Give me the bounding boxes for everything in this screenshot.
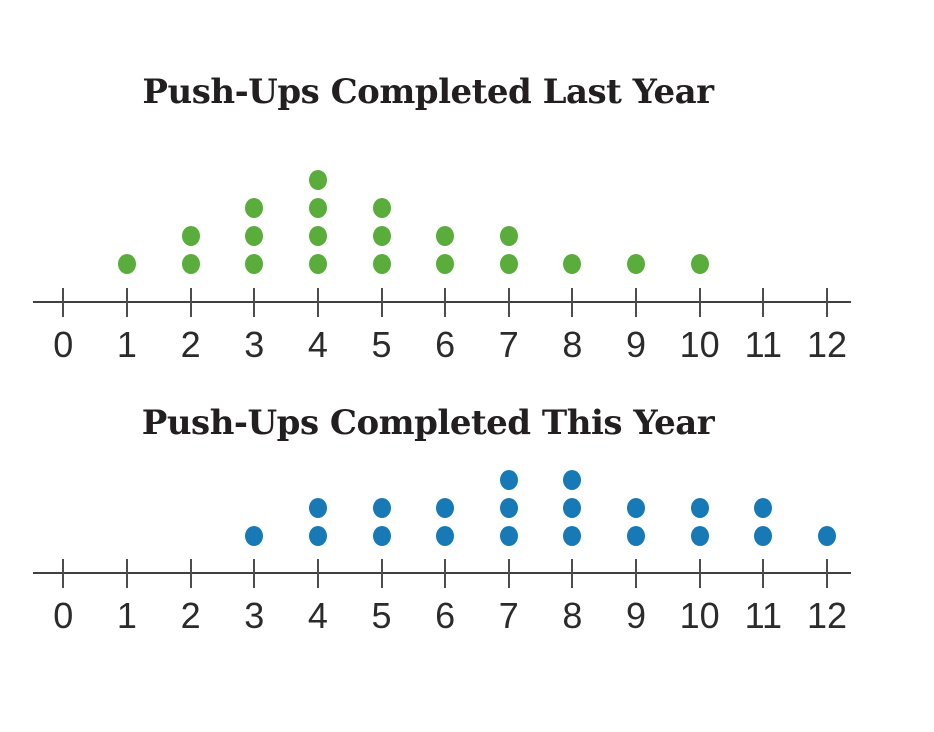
axis-tick-label: 12 [806, 595, 847, 636]
chart-title-this-year: Push-Ups Completed This Year [141, 403, 715, 443]
axis-tick [316, 287, 319, 317]
axis-tick-label: 11 [744, 324, 783, 365]
axis-tick-label: 5 [371, 595, 392, 636]
axis-tick [189, 287, 192, 317]
axis-tick [62, 558, 65, 588]
data-dot [499, 526, 518, 546]
axis-tick [380, 558, 383, 588]
axis-tick [571, 287, 574, 317]
axis-tick [635, 558, 638, 588]
data-dot [690, 254, 709, 274]
data-dot [436, 526, 455, 546]
axis-tick [62, 287, 65, 317]
axis-tick [189, 558, 192, 588]
axis-tick-label: 7 [498, 324, 519, 365]
axis-tick [316, 558, 319, 588]
chart-title-last-year: Push-Ups Completed Last Year [142, 72, 714, 112]
data-dot [308, 170, 327, 190]
data-dot [754, 526, 773, 546]
axis-line [33, 301, 851, 303]
data-dot [563, 526, 582, 546]
axis-tick [507, 287, 510, 317]
axis-tick [444, 287, 447, 317]
axis-tick-label: 5 [371, 324, 392, 365]
data-dot [308, 498, 327, 518]
data-dot [436, 498, 455, 518]
data-dot [499, 254, 518, 274]
data-dot [181, 226, 200, 246]
axis-tick [825, 287, 828, 317]
data-dot [372, 198, 391, 218]
data-dot [245, 198, 264, 218]
axis-tick-label: 1 [116, 595, 137, 636]
axis-tick [253, 558, 256, 588]
axis-tick-label: 6 [435, 595, 456, 636]
axis-tick-label: 9 [626, 324, 647, 365]
axis-tick-label: 2 [180, 595, 201, 636]
axis-line [33, 572, 851, 574]
data-dot [308, 526, 327, 546]
data-dot [308, 226, 327, 246]
data-dot [690, 526, 709, 546]
axis-tick-label: 9 [626, 595, 647, 636]
data-dot [499, 498, 518, 518]
axis-tick-label: 10 [679, 324, 720, 365]
axis-tick [762, 287, 765, 317]
axis-tick-label: 0 [53, 595, 74, 636]
axis-tick-label: 2 [180, 324, 201, 365]
data-dot [817, 526, 836, 546]
data-dot [754, 498, 773, 518]
axis-tick [444, 558, 447, 588]
data-dot [245, 254, 264, 274]
axis-tick [253, 287, 256, 317]
axis-tick-label: 11 [744, 595, 783, 636]
data-dot [690, 498, 709, 518]
axis-tick-label: 3 [244, 595, 265, 636]
axis-tick-label: 6 [435, 324, 456, 365]
data-dot [627, 526, 646, 546]
data-dot [308, 198, 327, 218]
data-dot [436, 254, 455, 274]
data-dot [372, 526, 391, 546]
data-dot [627, 254, 646, 274]
axis-tick-label: 0 [53, 324, 74, 365]
data-dot [627, 498, 646, 518]
axis-tick [507, 558, 510, 588]
axis-tick-label: 7 [498, 595, 519, 636]
data-dot [563, 254, 582, 274]
data-dot [372, 254, 391, 274]
axis-tick-label: 4 [307, 324, 328, 365]
data-dot [308, 254, 327, 274]
axis-tick [825, 558, 828, 588]
axis-tick [125, 558, 128, 588]
axis-tick-label: 4 [307, 595, 328, 636]
data-dot [436, 226, 455, 246]
axis-tick [698, 558, 701, 588]
axis-tick [762, 558, 765, 588]
axis-tick-label: 8 [562, 595, 583, 636]
data-dot [181, 254, 200, 274]
axis-tick [698, 287, 701, 317]
axis-tick [571, 558, 574, 588]
data-dot [245, 226, 264, 246]
data-dot [499, 470, 518, 490]
data-dot [499, 226, 518, 246]
data-dot [563, 470, 582, 490]
axis-tick [125, 287, 128, 317]
data-dot [563, 498, 582, 518]
data-dot [372, 498, 391, 518]
data-dot [245, 526, 264, 546]
axis-tick [380, 287, 383, 317]
data-dot [372, 226, 391, 246]
axis-tick-label: 1 [116, 324, 137, 365]
axis-tick [635, 287, 638, 317]
axis-tick-label: 8 [562, 324, 583, 365]
axis-tick-label: 3 [244, 324, 265, 365]
axis-tick-label: 12 [806, 324, 847, 365]
axis-tick-label: 10 [679, 595, 720, 636]
data-dot [117, 254, 136, 274]
